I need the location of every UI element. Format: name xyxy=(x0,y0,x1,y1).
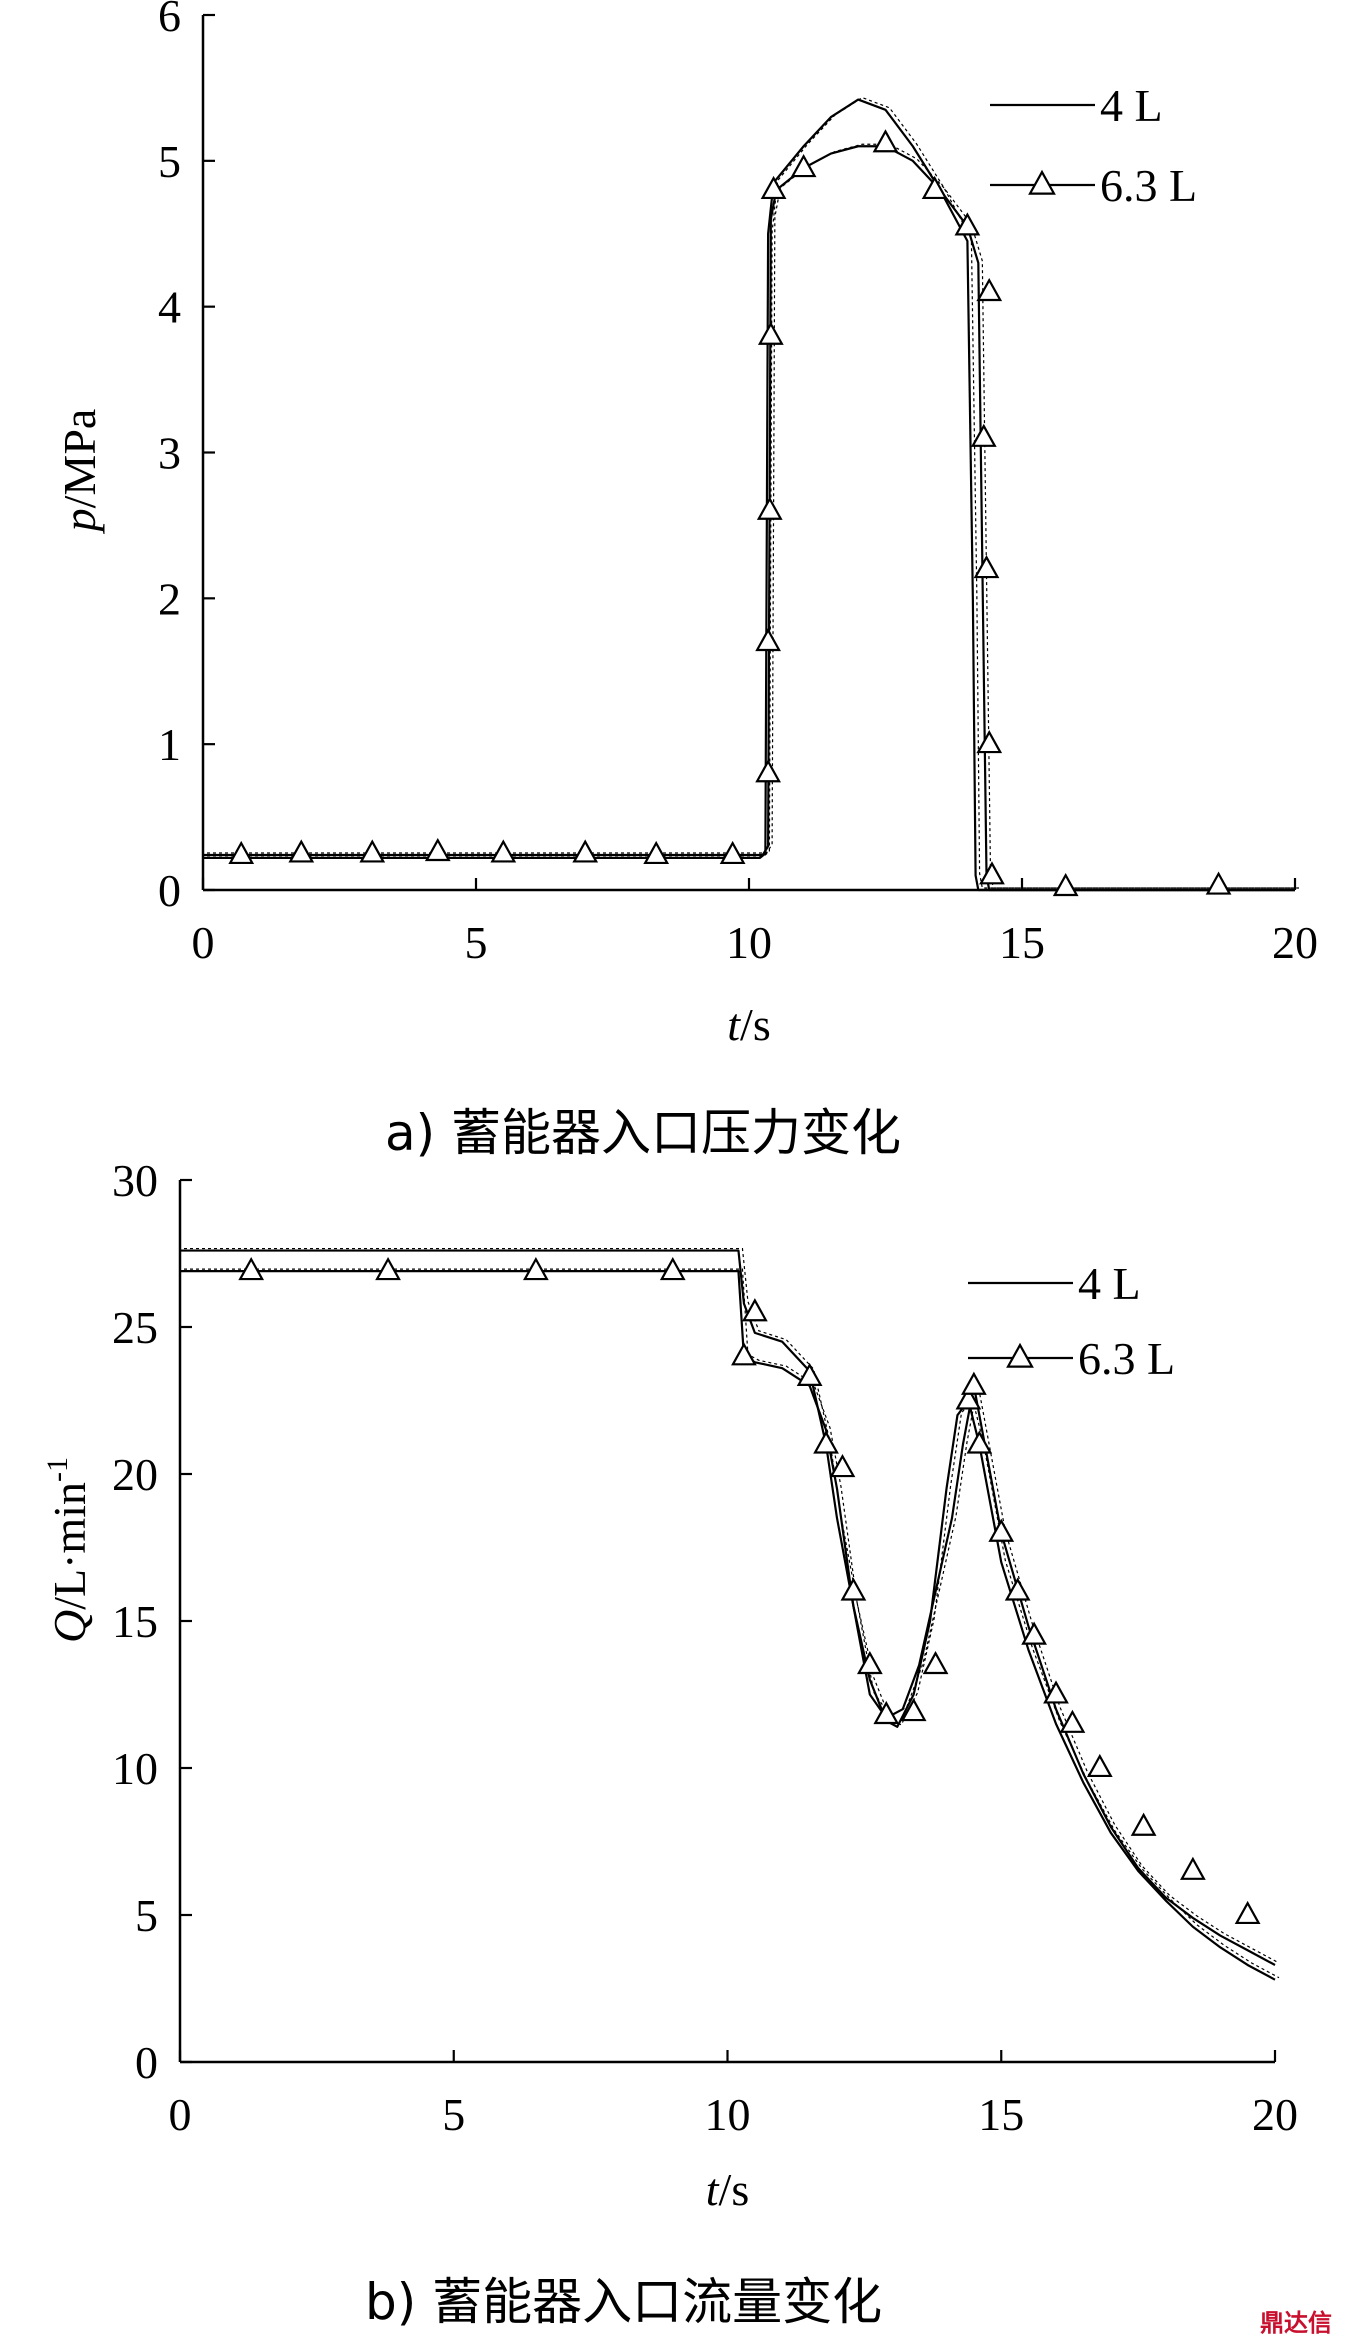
x-tick-label: 10 xyxy=(726,917,772,968)
series-6-3L-marker xyxy=(572,839,599,863)
series-6-3L-marker xyxy=(643,840,670,865)
series-6-3L-marker xyxy=(731,1342,757,1366)
series-6-3L-marker xyxy=(1205,871,1232,895)
flow-chart: 0 5 10 15 20 25 30 0 5 10 15 20 t/s Q/L·min-1 4 L 6.3 L xyxy=(41,1155,1298,2215)
x-axis-label: t/s xyxy=(727,999,770,1050)
legend-6-3L-label: 6.3 L xyxy=(1100,160,1197,211)
series-6-3L-marker xyxy=(760,175,787,200)
series-6-3L-marker xyxy=(970,423,997,447)
series-6-3L-marker xyxy=(1234,1900,1261,1925)
pressure-chart-caption: a) 蓄能器入口压力变化 xyxy=(385,1104,902,1162)
y-tick-label: 2 xyxy=(158,573,181,624)
series-6-3L-marker xyxy=(1180,1856,1206,1880)
series-6-3L-marker xyxy=(1059,1709,1086,1733)
legend-4L-label: 4 L xyxy=(1100,80,1163,131)
series-6-3L-marker xyxy=(856,1650,883,1675)
series-6-3L-marker xyxy=(955,1386,982,1410)
y-tick-label: 4 xyxy=(158,282,181,333)
series-6-3L-marker xyxy=(973,555,1000,579)
y-tick-label: 10 xyxy=(112,1743,158,1794)
y-tick-label: 5 xyxy=(158,136,181,187)
series-4L-line xyxy=(203,98,1295,892)
series-6-3L-marker xyxy=(922,1650,949,1675)
y-tick-label: 5 xyxy=(135,1890,158,1941)
legend-6-3L-marker xyxy=(1028,169,1056,195)
series-6-3L-marker xyxy=(238,1256,265,1281)
x-tick-label: 0 xyxy=(169,2089,192,2140)
series-6-3L-marker xyxy=(1021,1621,1047,1645)
series-6-3L-marker xyxy=(790,153,817,178)
y-tick-label: 25 xyxy=(112,1302,158,1353)
series-6-3L-marker xyxy=(840,1577,867,1601)
series-6-3L-marker xyxy=(756,496,783,520)
series-6-3L-marker xyxy=(523,1256,549,1281)
x-tick-label: 15 xyxy=(999,917,1045,968)
series-6-3L-marker xyxy=(988,1518,1015,1542)
series-6-3L-marker xyxy=(921,175,948,200)
y-axis-label: p/MPa xyxy=(54,409,105,535)
series-6-3L-marker xyxy=(872,129,899,153)
series-6-3L-trace xyxy=(207,143,1299,889)
x-tick-label: 5 xyxy=(442,2089,465,2140)
series-4L-trace xyxy=(207,96,1299,889)
series-6-3L-marker xyxy=(1086,1753,1113,1778)
x-tick-label: 5 xyxy=(465,917,488,968)
y-tick-label: 3 xyxy=(158,428,181,479)
series-6-3L-marker xyxy=(659,1256,686,1281)
series-6-3L-marker xyxy=(796,1362,823,1387)
x-tick-label: 15 xyxy=(978,2089,1024,2140)
y-tick-label: 0 xyxy=(135,2037,158,2088)
series-6-3L-marker xyxy=(424,837,451,862)
pressure-chart: 0 1 2 3 4 5 6 0 5 10 15 20 t/s p/MPa 4 L 6.3 L xyxy=(54,0,1318,1050)
y-tick-label: 0 xyxy=(158,865,181,916)
flow-chart-caption: b) 蓄能器入口流量变化 xyxy=(365,2273,883,2331)
y-tick-label: 30 xyxy=(112,1155,158,1206)
legend-6-3L-marker xyxy=(1006,1342,1034,1368)
series-6-3L-marker xyxy=(742,1298,768,1322)
legend-4L-label: 4 L xyxy=(1078,1258,1141,1309)
series-6-3L-marker xyxy=(900,1697,927,1722)
series-6-3L-marker xyxy=(979,861,1005,885)
series-4L-line xyxy=(180,1249,1276,1981)
series-6-3L-marker xyxy=(966,1430,993,1454)
legend: 4 L 6.3 L xyxy=(990,80,1197,211)
x-tick-label: 10 xyxy=(705,2089,751,2140)
series-6-3L-line xyxy=(203,145,1295,892)
series-6-3L-marker xyxy=(490,839,517,863)
watermark-logo: 鼎达信 xyxy=(1260,2309,1332,2337)
series-6-3L-marker xyxy=(873,1700,900,1725)
y-tick-label: 20 xyxy=(112,1449,158,1500)
y-tick-label: 6 xyxy=(158,0,181,41)
series-6-3L-marker xyxy=(1004,1577,1031,1601)
series-6-3L-marker xyxy=(359,839,386,863)
series-6-3L-marker xyxy=(813,1430,839,1454)
series-6-3L-marker xyxy=(757,321,784,345)
series-6-3L-marker xyxy=(755,759,781,783)
x-tick-label: 0 xyxy=(192,917,215,968)
series-6-3L-trace xyxy=(184,1268,1280,1964)
series-4L-trace xyxy=(184,1247,1280,1979)
series-6-3L-marker xyxy=(288,839,315,863)
y-axis-label: Q/L·min-1 xyxy=(41,1457,95,1643)
x-axis-label: t/s xyxy=(706,2164,749,2215)
series-6-3L-marker xyxy=(228,840,255,865)
series-6-3L-marker xyxy=(976,730,1003,754)
y-tick-label: 1 xyxy=(158,719,181,770)
x-tick-label: 20 xyxy=(1272,917,1318,968)
x-tick-label: 20 xyxy=(1252,2089,1298,2140)
series-6-3L-marker xyxy=(1043,1680,1069,1704)
series-6-3L-marker xyxy=(1130,1812,1157,1836)
series-6-3L-marker xyxy=(1052,872,1079,897)
y-tick-label: 15 xyxy=(112,1596,158,1647)
series-6-3L-marker xyxy=(829,1453,856,1478)
series-6-3L-marker xyxy=(719,840,746,865)
legend: 4 L 6.3 L xyxy=(968,1258,1175,1384)
series-6-3L-marker xyxy=(375,1256,401,1281)
series-6-3L-marker xyxy=(976,277,1003,302)
series-6-3L-marker xyxy=(961,1371,987,1395)
legend-6-3L-label: 6.3 L xyxy=(1078,1333,1175,1384)
series-6-3L-marker xyxy=(755,627,781,652)
series-6-3L-marker xyxy=(954,212,981,236)
